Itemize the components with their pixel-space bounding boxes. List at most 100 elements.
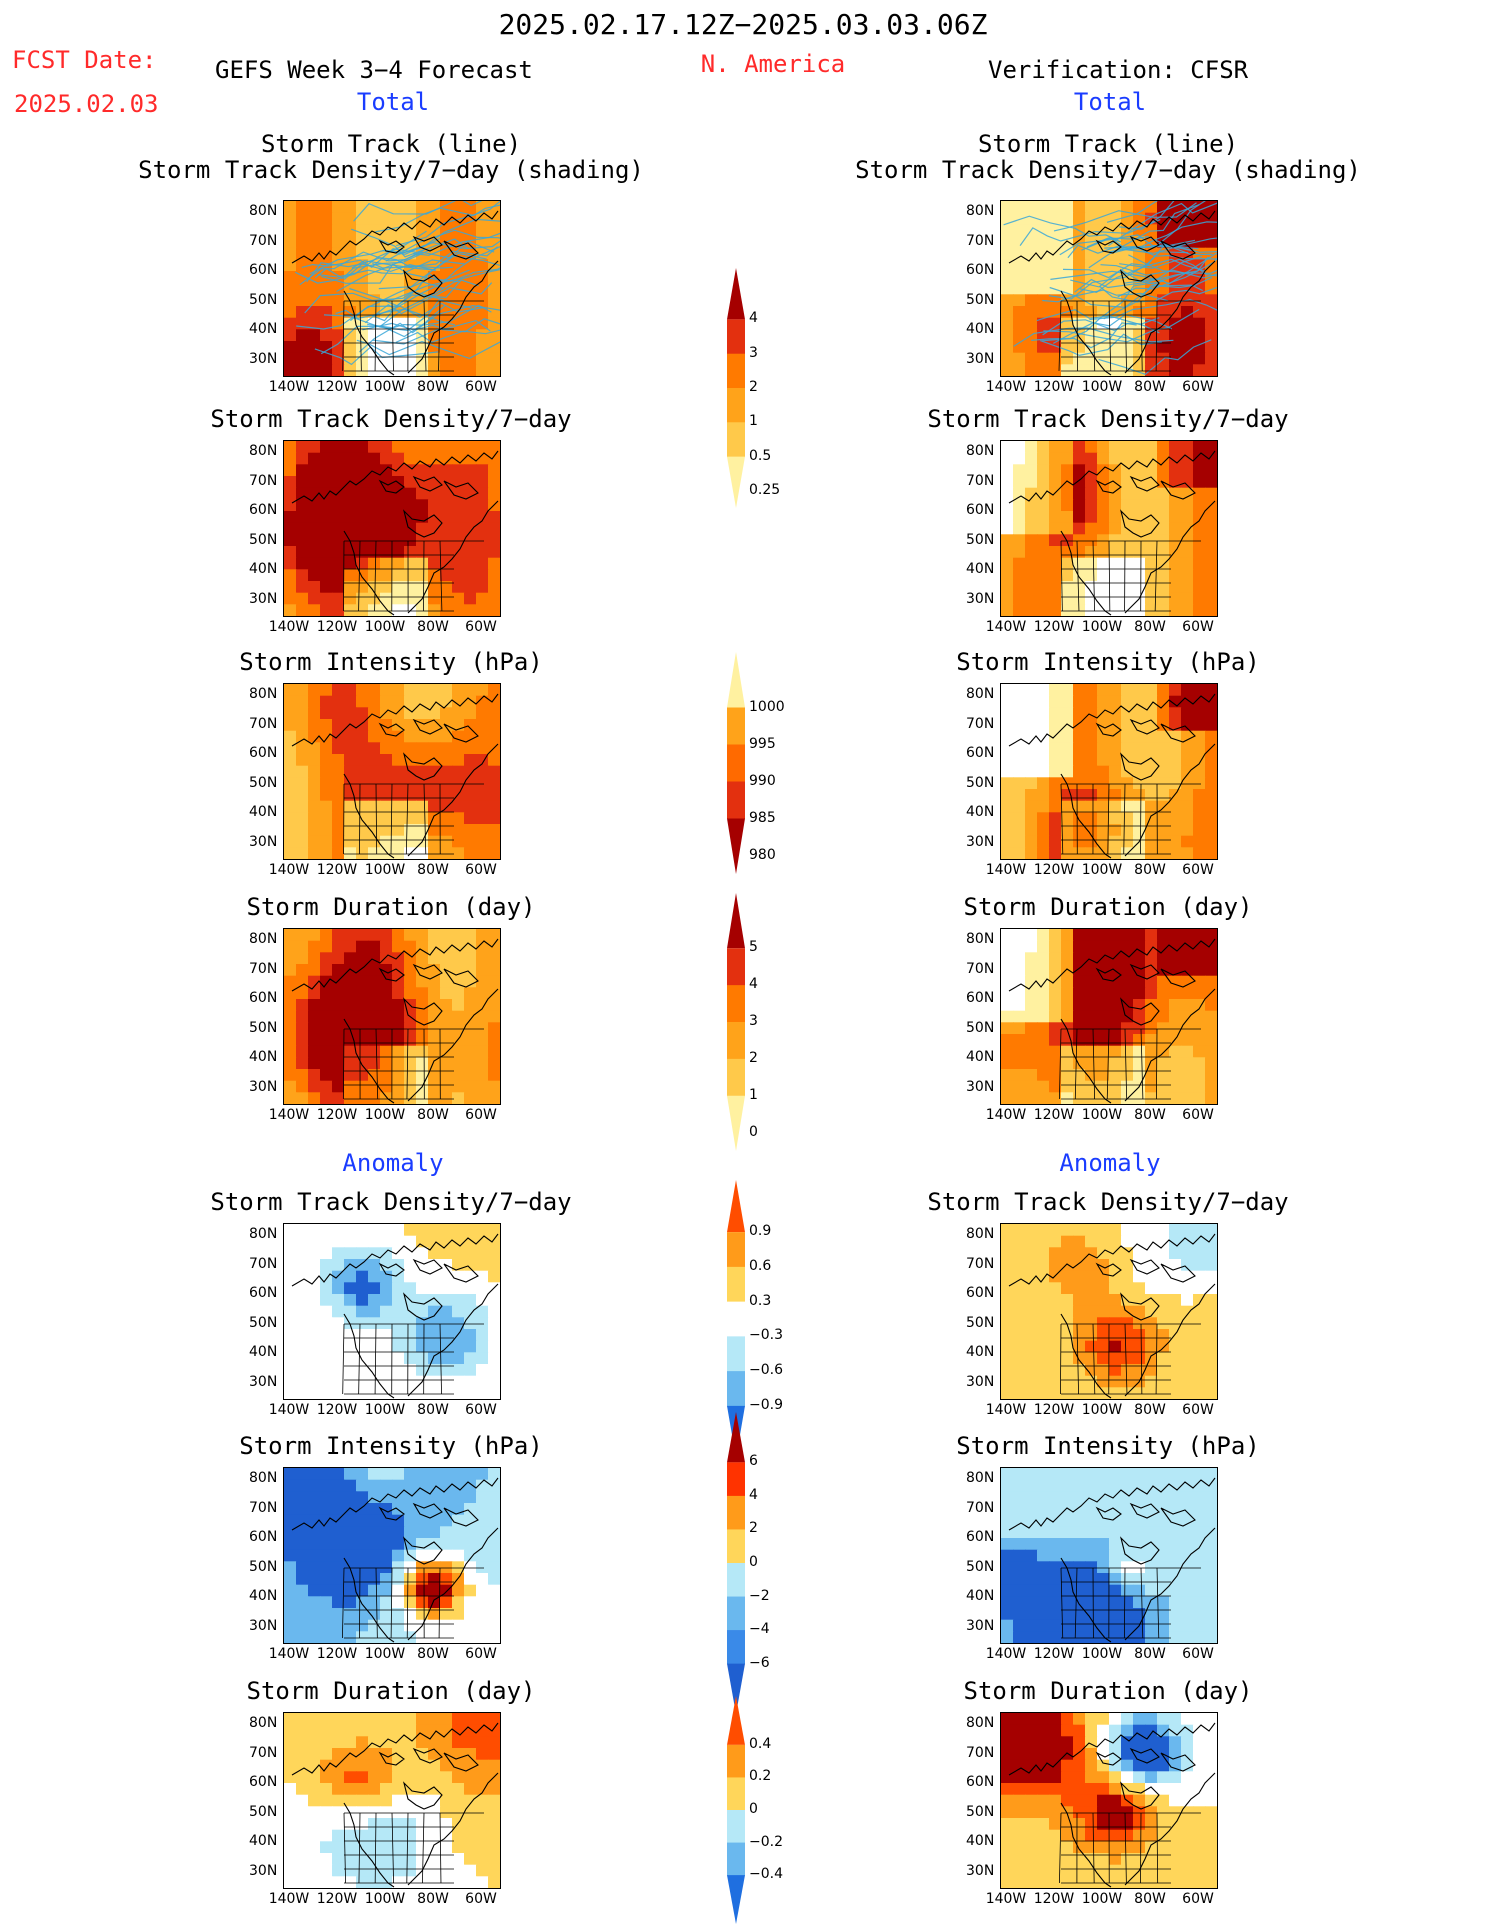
field-cell	[1097, 604, 1110, 616]
field-cell	[1193, 801, 1206, 813]
field-cell	[1097, 1783, 1110, 1795]
field-cell	[1025, 441, 1038, 453]
field-cell	[1181, 999, 1194, 1011]
field-cell	[332, 201, 345, 213]
field-cell	[488, 1561, 500, 1573]
y-tick-label: 80N	[249, 931, 277, 947]
field-cell	[1181, 1876, 1194, 1888]
field-cell	[380, 1480, 393, 1492]
field-cell	[1013, 1081, 1026, 1093]
field-cell	[1073, 1271, 1086, 1283]
field-cell	[428, 696, 441, 708]
field-cell	[392, 364, 405, 376]
field-cell	[1085, 534, 1098, 546]
field-cell	[1205, 1503, 1217, 1515]
field-cell	[1013, 1620, 1026, 1632]
colorbar-segment	[727, 1563, 745, 1597]
field-cell	[1205, 836, 1217, 848]
field-cell	[428, 1596, 441, 1608]
field-cell	[1193, 1596, 1206, 1608]
field-cell	[404, 1081, 417, 1093]
field-cell	[1085, 1841, 1098, 1853]
field-cell	[1205, 1725, 1217, 1737]
field-cell	[1013, 1771, 1026, 1783]
field-cell	[320, 1306, 333, 1318]
field-cell	[428, 464, 441, 476]
field-cell	[404, 1596, 417, 1608]
field-cell	[428, 1806, 441, 1818]
field-cell	[284, 1046, 297, 1058]
colorbar-segment	[727, 1232, 745, 1267]
field-cell	[488, 534, 500, 546]
field-cell	[1073, 987, 1086, 999]
field-cell	[308, 1818, 321, 1830]
field-cell	[320, 1725, 333, 1737]
field-cell	[1037, 707, 1050, 719]
field-cell	[476, 1247, 489, 1259]
field-cell	[1145, 1771, 1158, 1783]
field-cell	[1193, 777, 1206, 789]
field-cell	[416, 441, 429, 453]
field-cell	[380, 1317, 393, 1329]
field-cell	[1061, 1387, 1074, 1399]
field-cell	[356, 754, 369, 766]
field-cell	[488, 941, 500, 953]
field-cell	[1121, 441, 1134, 453]
field-cell	[308, 569, 321, 581]
field-cell	[308, 1795, 321, 1807]
field-cell	[1193, 987, 1206, 999]
field-cell	[488, 1329, 500, 1341]
field-cell	[1037, 824, 1050, 836]
y-tick-label: 60N	[966, 1774, 994, 1790]
field-cell	[1061, 1282, 1074, 1294]
field-cell	[320, 1057, 333, 1069]
field-cell	[1073, 569, 1086, 581]
field-cell	[1133, 1783, 1146, 1795]
field-cell	[464, 824, 477, 836]
field-cell	[464, 1865, 477, 1877]
field-cell	[380, 441, 393, 453]
field-cell	[1025, 1561, 1038, 1573]
field-cell	[476, 1364, 489, 1376]
field-cell	[1073, 441, 1086, 453]
field-cell	[1061, 213, 1074, 225]
field-cell	[1037, 1865, 1050, 1877]
field-cell	[488, 1876, 500, 1888]
total-label-right: Total	[1074, 88, 1146, 116]
field-cell	[380, 754, 393, 766]
field-cell	[1109, 742, 1122, 754]
field-cell	[1001, 941, 1014, 953]
field-cell	[1133, 1224, 1146, 1236]
field-cell	[488, 294, 500, 306]
field-cell	[392, 569, 405, 581]
field-cell	[1181, 1081, 1194, 1093]
field-cell	[488, 1515, 500, 1527]
field-cell	[440, 952, 453, 964]
field-cell	[1169, 1057, 1182, 1069]
y-tick-label: 50N	[249, 775, 277, 791]
field-cell	[308, 1247, 321, 1259]
field-cell	[320, 836, 333, 848]
field-cell	[1145, 1818, 1158, 1830]
field-cell	[440, 789, 453, 801]
field-cell	[428, 1081, 441, 1093]
field-cell	[1205, 604, 1217, 616]
field-cell	[308, 1364, 321, 1376]
field-cell	[440, 1376, 453, 1388]
field-cell	[1073, 1092, 1086, 1104]
field-cell	[1205, 1853, 1217, 1865]
field-cell	[1013, 1341, 1026, 1353]
field-cell	[320, 1841, 333, 1853]
field-cell	[356, 1596, 369, 1608]
field-cell	[308, 546, 321, 558]
field-cell	[1001, 453, 1014, 465]
field-cell	[296, 719, 309, 731]
field-cell	[392, 1317, 405, 1329]
field-cell	[308, 1224, 321, 1236]
field-cell	[1025, 1550, 1038, 1562]
field-cell	[380, 731, 393, 743]
y-tick-label: 30N	[249, 351, 277, 367]
field-cell	[344, 987, 357, 999]
field-cell	[368, 1387, 381, 1399]
field-cell	[344, 1480, 357, 1492]
